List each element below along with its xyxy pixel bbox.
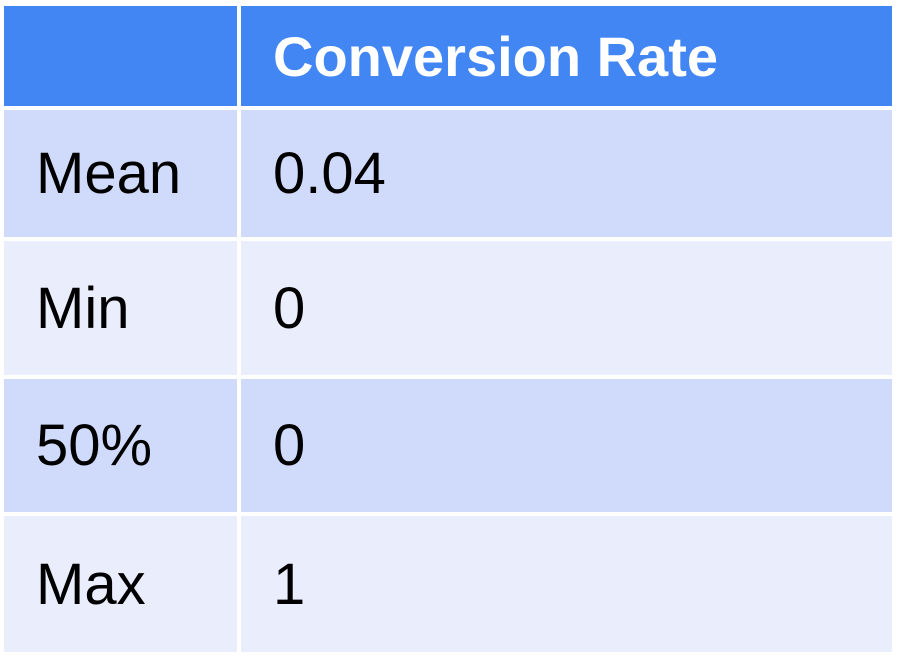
row-value-mean: 0.04	[241, 110, 892, 237]
row-label-min: Min	[4, 241, 237, 375]
stats-table: Conversion Rate Mean 0.04 Min 0 50% 0 Ma…	[4, 6, 892, 652]
row-value-max: 1	[241, 516, 892, 652]
header-conversion-rate: Conversion Rate	[241, 6, 892, 106]
header-corner-cell	[4, 6, 237, 106]
row-label-max: Max	[4, 516, 237, 652]
row-value-median: 0	[241, 379, 892, 512]
row-value-min: 0	[241, 241, 892, 375]
row-label-median: 50%	[4, 379, 237, 512]
row-label-mean: Mean	[4, 110, 237, 237]
